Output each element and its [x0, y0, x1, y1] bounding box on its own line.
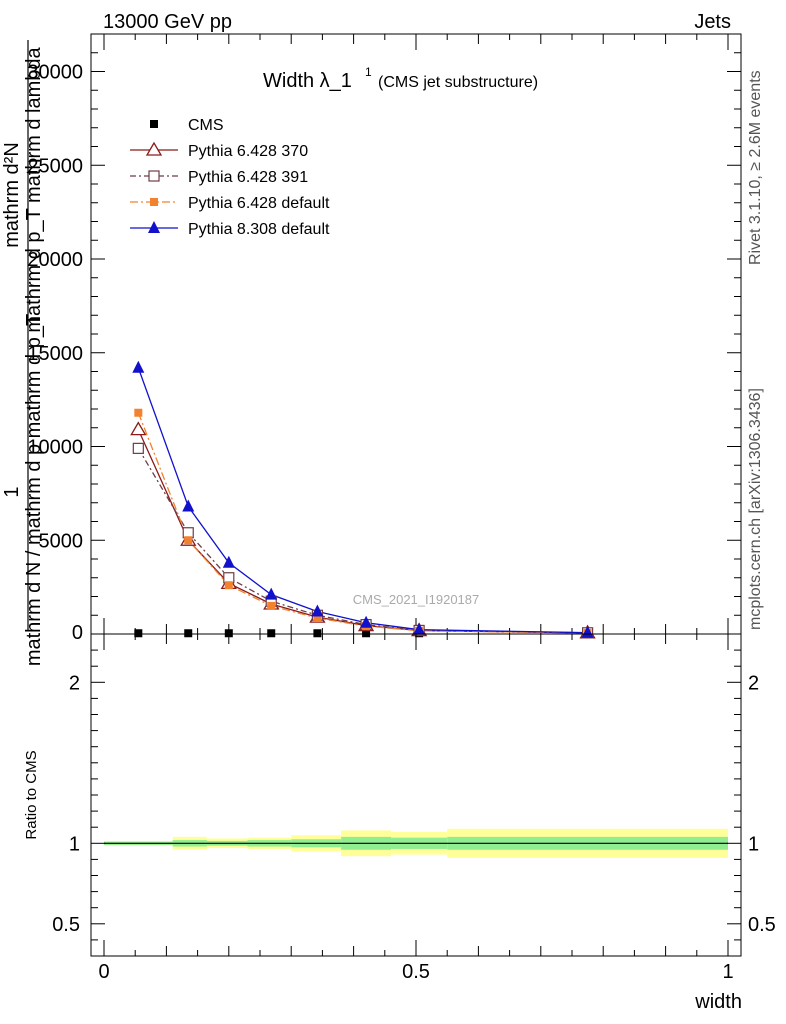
series-point [313, 629, 322, 638]
series-point [132, 360, 145, 373]
series-point [311, 604, 324, 617]
ylabel-numerator: 1 [1, 486, 23, 497]
series-point [134, 408, 143, 417]
ylabel-numerator-2: mathrm d²N [1, 142, 23, 248]
ratio-ytick-label-right: 1 [748, 833, 759, 855]
legend-marker [150, 198, 158, 206]
series-point [581, 625, 594, 638]
ratio-ytick-label-right: 2 [748, 672, 759, 694]
ratio-ytick-label: 1 [69, 833, 80, 855]
legend-label: Pythia 6.428 370 [188, 143, 308, 160]
series-line [137, 367, 588, 634]
plot-title: Width λ_1 1 (CMS jet substructure) [263, 65, 538, 92]
legend-marker [148, 221, 160, 233]
main-ytick-label: 20000 [27, 249, 83, 271]
series-point [267, 629, 276, 638]
ratio-ytick-label-right: 0.5 [748, 914, 776, 936]
series-point [184, 629, 193, 638]
main-ytick-label: 25000 [27, 155, 83, 177]
main-xaxis-ticks [103, 34, 729, 634]
main-ytick-label-zero: 0 [72, 622, 83, 644]
main-ytick-label: 10000 [27, 437, 83, 459]
ylabel-denominator: mathrm d N / mathrm d p mathrm d p_T [23, 314, 45, 666]
series-point [222, 555, 235, 568]
xaxis-label: width [694, 991, 742, 1013]
analysis-watermark: CMS_2021_I1920187 [353, 592, 480, 607]
legend-label: Pythia 6.428 391 [188, 169, 308, 186]
series-point [362, 629, 371, 638]
legend: CMS Pythia 6.428 370 Pythia 6.428 391 Pythi… [130, 117, 330, 238]
series-point [182, 499, 195, 512]
main-ytick-label: 15000 [27, 343, 83, 365]
title-subtitle: (CMS jet substructure) [378, 74, 538, 91]
legend-marker [145, 141, 163, 156]
ratio-ytick-label: 2 [69, 672, 80, 694]
series-point [184, 536, 193, 545]
main-yaxis: 5000 10000 15000 20000 25000 30000 0 [27, 33, 741, 644]
series-line [137, 448, 588, 634]
series-point [267, 601, 276, 610]
legend-label: CMS [188, 117, 224, 134]
energy-label: 13000 GeV pp [103, 11, 232, 33]
title-superscript: 1 [365, 65, 372, 79]
ratio-xtick-label: 0.5 [402, 961, 430, 983]
rivet-version-label: Rivet 3.1.10, ≥ 2.6M events [747, 70, 764, 265]
series-point [224, 629, 233, 638]
legend-label: Pythia 8.308 default [188, 221, 330, 238]
legend-label: Pythia 6.428 default [188, 195, 330, 212]
ratio-panel-frame [90, 633, 742, 957]
series-point [413, 622, 426, 635]
series-point [313, 614, 322, 623]
series-point [224, 581, 233, 590]
ratio-ylabel: Ratio to CMS [23, 750, 40, 839]
category-label: Jets [694, 11, 731, 33]
series-point [134, 629, 143, 638]
legend-marker [148, 170, 160, 182]
series-point [360, 615, 373, 628]
ratio-ytick-label: 0.5 [52, 914, 80, 936]
series-layer [130, 360, 596, 639]
ratio-xaxis: 0 0.5 1 [98, 634, 734, 983]
main-ytick-label: 30000 [27, 62, 83, 84]
series-point [265, 587, 278, 600]
ratio-yaxis: 0.5 0.5 1 1 2 2 [52, 649, 776, 941]
ylabel-denominator-2: mathrm d p_T mathrm d lambda [23, 46, 45, 332]
main-ylabel: 1 mathrm d N / mathrm d p mathrm d p_T m… [1, 40, 45, 666]
series-line [137, 412, 588, 634]
mcplots-label: mcplots.cern.ch [arXiv:1306.3436] [747, 388, 764, 630]
ratio-xtick-label: 0 [98, 961, 109, 983]
ratio-xtick-label: 1 [722, 961, 733, 983]
main-ytick-label: 5000 [39, 530, 84, 552]
series-point [132, 442, 144, 454]
series-point [130, 421, 147, 436]
legend-marker [150, 120, 158, 128]
title-main: Width λ_1 [263, 70, 352, 92]
